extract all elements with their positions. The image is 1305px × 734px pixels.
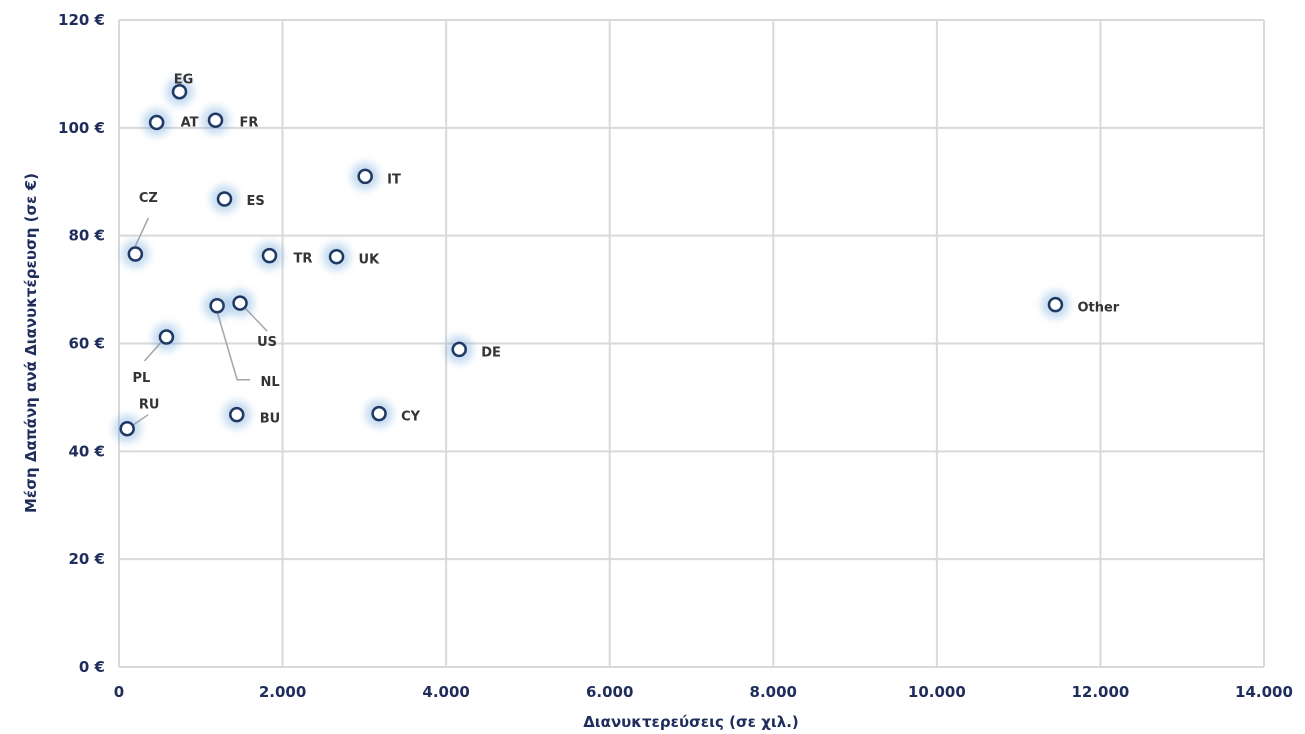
point-label-cz: CZ: [139, 191, 158, 206]
x-tick-label: 4.000: [422, 683, 469, 701]
x-tick-label: 0: [114, 683, 124, 701]
point-label-cy: CY: [401, 410, 421, 425]
x-tick-label: 10.000: [908, 683, 966, 701]
point-marker: [148, 114, 165, 131]
point-label-de: DE: [481, 345, 501, 360]
point-marker: [371, 405, 387, 422]
point-label-nl: NL: [261, 375, 280, 390]
point-labels: EG AT FR IT ES CZ TR UK Other NL US PL DE BU CY RU: [133, 73, 1120, 427]
x-tick-label: 8.000: [750, 683, 797, 701]
point-label-es: ES: [247, 194, 265, 209]
point-label-eg: EG: [174, 73, 194, 88]
point-marker: [357, 168, 373, 185]
point-label-fr: FR: [240, 115, 259, 130]
point-cy: [365, 399, 394, 428]
point-fr: [201, 106, 230, 135]
point-marker: [207, 112, 224, 129]
point-at: [142, 108, 171, 137]
x-tick-label: 12.000: [1071, 683, 1129, 701]
point-marker: [1047, 296, 1064, 313]
y-tick-label: 20 €: [68, 550, 105, 568]
point-us: [226, 289, 255, 318]
point-other: [1041, 290, 1070, 319]
data-points: [113, 77, 1070, 443]
point-marker: [119, 420, 135, 437]
x-tick-label: 14.000: [1235, 683, 1293, 701]
point-marker: [232, 295, 248, 311]
point-ru: [113, 414, 142, 443]
axes: 0 2.000 4.000 6.000 8.000 10.000 12.000 14.000 0…: [58, 11, 1293, 701]
point-marker: [451, 341, 467, 358]
point-marker: [216, 191, 233, 207]
point-it: [351, 162, 380, 191]
point-pl: [152, 323, 181, 352]
point-label-other: Other: [1077, 301, 1119, 316]
point-marker: [261, 247, 278, 264]
leader-lines: [131, 217, 268, 427]
point-label-tr: TR: [293, 252, 312, 267]
x-axis-title: Διανυκτερεύσεις (σε χιλ.): [583, 713, 799, 731]
point-marker: [158, 329, 175, 345]
point-nl: [203, 291, 232, 320]
y-tick-label: 100 €: [58, 119, 105, 137]
point-bu: [222, 400, 251, 429]
leader-line-nl: [216, 311, 251, 381]
point-label-uk: UK: [359, 253, 381, 268]
point-tr: [255, 241, 284, 270]
point-label-us: US: [257, 335, 277, 350]
x-tick-label: 6.000: [586, 683, 633, 701]
point-label-it: IT: [387, 172, 401, 187]
point-marker: [209, 298, 225, 314]
y-tick-label: 120 €: [58, 11, 105, 29]
point-marker: [127, 246, 144, 262]
point-label-ru: RU: [139, 398, 160, 413]
point-marker: [328, 248, 345, 265]
y-tick-label: 80 €: [68, 227, 105, 245]
point-de: [445, 335, 474, 364]
y-axis-title: Μέση Δαπάνη ανά Διανυκτέρευση (σε €): [22, 173, 40, 513]
point-uk: [322, 242, 351, 271]
point-label-at: AT: [181, 115, 199, 130]
point-es: [210, 185, 239, 214]
x-tick-label: 2.000: [259, 683, 306, 701]
point-cz: [121, 239, 150, 268]
y-tick-label: 0 €: [79, 658, 105, 676]
y-tick-label: 60 €: [68, 335, 105, 353]
point-marker: [229, 406, 245, 423]
point-label-pl: PL: [133, 371, 151, 386]
point-label-bu: BU: [260, 412, 280, 427]
gridlines: [118, 19, 1265, 668]
point-marker: [171, 83, 188, 100]
y-tick-label: 40 €: [68, 442, 105, 460]
point-eg: [165, 77, 194, 106]
